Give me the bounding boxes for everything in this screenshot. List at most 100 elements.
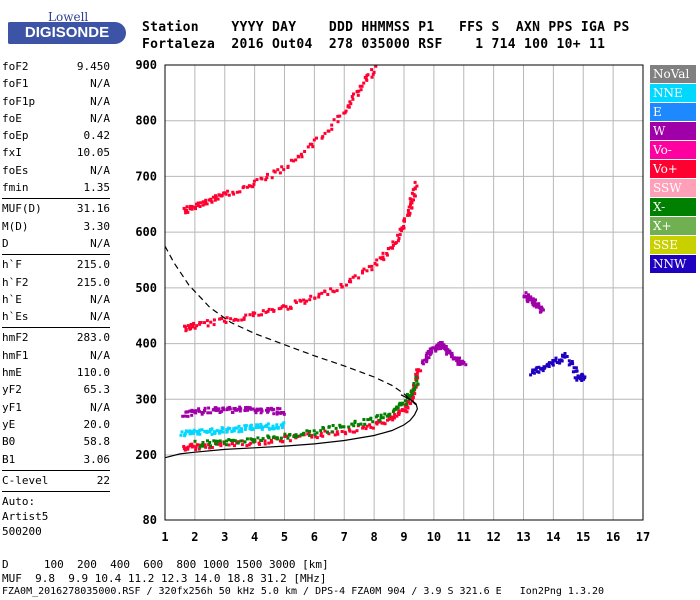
trace-point [189,429,193,433]
trace-point [196,432,200,436]
trace-point [213,430,217,434]
trace-point [456,362,460,366]
trace-point [371,420,375,424]
trace-point [233,317,237,321]
trace-point [330,430,334,434]
trace-point [327,425,331,429]
trace-point [221,430,225,434]
trace-point [307,432,311,436]
trace-point [533,368,536,372]
trace-point [267,436,271,440]
trace-point [313,433,317,437]
trace-point [197,409,201,413]
trace-point [317,292,321,296]
trace-point [434,349,438,353]
trace-point [212,318,216,322]
trace-point [440,342,444,346]
parameter-name: foF2 [2,60,29,73]
trace-point [315,431,319,435]
parameter-value: N/A [90,111,110,125]
trace-point [575,378,579,382]
trace-point [410,191,414,195]
parameter-name: MUF(D) [2,202,42,216]
parameter-group-virtual-heights: h`F 215.0 h`F2 215.0 h`E N/A h`Es N/A [2,256,110,325]
trace-point [200,428,204,432]
trace-point [323,289,327,293]
trace-point [419,369,423,373]
trace-point [281,439,285,443]
trace-point [201,203,205,207]
trace-point [255,408,259,412]
trace-point [336,114,340,118]
trace-point [292,435,296,439]
trace-point [296,434,299,438]
trace-point [437,342,441,346]
trace-point [359,88,363,92]
trace-point [203,202,207,206]
trace-point [256,436,260,440]
trace-point [197,407,201,411]
x-tick-label: 13 [516,530,530,544]
trace-point [340,425,344,429]
trace-point [220,429,223,433]
trace-point [260,427,264,431]
trace-point [527,293,530,297]
trace-point [529,298,533,302]
trace-point [382,421,385,425]
legend-item: W [650,122,696,140]
trace-point [310,142,314,146]
trace-point [405,392,409,396]
trace-point [344,109,348,113]
trace-point [258,425,262,429]
trace-point [305,429,309,433]
trace-point [398,233,402,237]
legend-item: NoVal [650,65,696,83]
trace-point [362,418,366,421]
trace-point [385,253,389,257]
trace-point [280,165,284,169]
trace-point [202,409,206,413]
trace-point [436,347,440,351]
trace-point [190,413,194,417]
trace-point [552,358,556,362]
trace-point [214,442,218,446]
trace-point [335,289,339,293]
trace-point [191,444,195,448]
trace-point [561,353,564,357]
parameter-row: h`F2 215.0 [2,274,110,291]
trace-point [413,194,417,198]
trace-point [286,164,290,168]
trace-point [336,120,340,124]
trace-point [227,193,231,197]
trace-point [240,427,243,431]
x-tick-label: 10 [427,530,441,544]
trace-point [326,293,330,296]
parameter-name: foE [2,111,22,125]
trace-point [319,432,323,435]
trace-point [391,410,395,414]
trace-point [396,233,400,237]
trace-point [534,298,537,302]
header-line-1: Station YYYY DAY DDD HHMMSS P1 FFS S AXN… [142,20,630,35]
parameter-row: h`Es N/A [2,308,110,325]
trace-point [235,408,239,412]
trace-point [199,201,203,205]
trace-point [526,300,530,304]
trace-point [317,295,321,299]
parameter-row: foEp 0.42 [2,127,110,144]
trace-point [190,410,194,413]
trace-point [192,431,195,435]
footer-d-label: D [2,558,9,571]
parameter-group-muf: MUF(D) 31.16 M(D) 3.30 D N/A [2,200,110,252]
trace-point [410,206,414,210]
trace-point [373,262,377,265]
trace-point [353,421,357,425]
trace-point [305,299,308,303]
trace-point [221,427,225,430]
trace-series [183,180,419,333]
x-tick-label: 6 [311,530,318,544]
trace-point [217,407,221,411]
virtual-height-profile-dashed [164,245,417,406]
parameter-value: 1.35 [83,181,111,195]
parameter-row: M(D) 3.30 [2,218,110,235]
